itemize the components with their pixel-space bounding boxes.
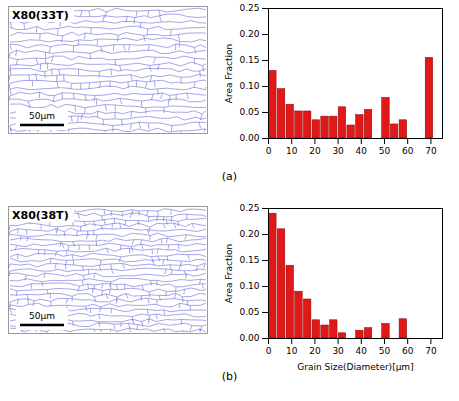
svg-text:Area Fraction: Area Fraction — [224, 244, 234, 304]
svg-text:0.20: 0.20 — [239, 229, 259, 239]
svg-text:0.05: 0.05 — [239, 307, 259, 317]
svg-text:Grain Size(Diameter)[μm]: Grain Size(Diameter)[μm] — [297, 362, 413, 372]
svg-text:0.00: 0.00 — [239, 133, 259, 143]
svg-text:0.15: 0.15 — [239, 255, 259, 265]
svg-text:0.15: 0.15 — [239, 55, 259, 65]
svg-text:60: 60 — [402, 346, 414, 356]
svg-text:0.25: 0.25 — [239, 203, 259, 213]
svg-text:X80(33T): X80(33T) — [12, 9, 69, 22]
svg-text:50μm: 50μm — [29, 311, 55, 321]
svg-text:0: 0 — [266, 146, 272, 156]
svg-text:20: 20 — [309, 346, 321, 356]
svg-text:0.20: 0.20 — [239, 29, 259, 39]
svg-text:50: 50 — [379, 346, 391, 356]
svg-text:X80(38T): X80(38T) — [12, 209, 69, 222]
svg-text:10: 10 — [286, 146, 298, 156]
svg-text:70: 70 — [425, 146, 437, 156]
svg-text:0.05: 0.05 — [239, 107, 259, 117]
svg-text:70: 70 — [425, 346, 437, 356]
svg-text:40: 40 — [356, 146, 368, 156]
svg-text:0.25: 0.25 — [239, 3, 259, 13]
svg-text:60: 60 — [402, 146, 414, 156]
html-text:(b): (b) — [221, 370, 238, 383]
svg-text:0.10: 0.10 — [239, 281, 259, 291]
svg-text:0.10: 0.10 — [239, 81, 259, 91]
svg-text:30: 30 — [332, 146, 344, 156]
svg-text:0.00: 0.00 — [239, 333, 259, 343]
svg-text:0: 0 — [266, 346, 272, 356]
svg-text:50μm: 50μm — [29, 111, 55, 121]
svg-text:Area Fraction: Area Fraction — [224, 44, 234, 104]
html-text:(a): (a) — [221, 170, 238, 183]
svg-text:20: 20 — [309, 146, 321, 156]
svg-text:50: 50 — [379, 146, 391, 156]
svg-text:10: 10 — [286, 346, 298, 356]
svg-text:30: 30 — [332, 346, 344, 356]
svg-text:40: 40 — [356, 346, 368, 356]
